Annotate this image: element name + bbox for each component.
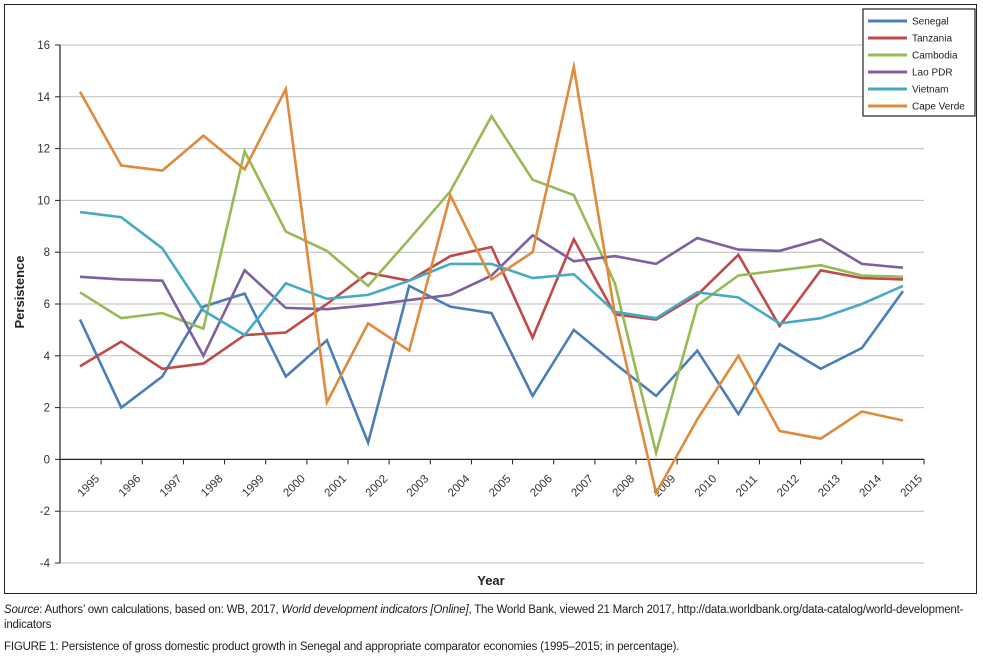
x-tick-label: 2006 bbox=[528, 473, 555, 500]
figure-text: Persistence of gross domestic product gr… bbox=[58, 641, 680, 653]
x-tick-labels: 1995 1996 1997 1998 1999 2000 2001 2002 2003 2004… bbox=[76, 473, 926, 500]
x-tick-label: 2000 bbox=[281, 473, 308, 500]
x-tick-label: 2002 bbox=[364, 473, 391, 500]
x-tick-label: 2004 bbox=[446, 473, 473, 500]
figure-caption: FIGURE 1: Persistence of gross domestic … bbox=[4, 640, 979, 655]
y-tick-label: 16 bbox=[37, 40, 50, 52]
x-tick-label: 1997 bbox=[158, 473, 185, 500]
figure-label: FIGURE 1: bbox=[4, 641, 59, 653]
x-tick-label: 2005 bbox=[487, 473, 514, 500]
x-tick-label: 2014 bbox=[857, 473, 884, 500]
x-tick-label: 1995 bbox=[76, 473, 103, 500]
y-axis-title: Persistence bbox=[12, 256, 27, 329]
source-text-rest: , The World Bank, viewed 21 March 2017, … bbox=[4, 604, 964, 631]
line-chart: -4 -2 0 2 4 6 8 10 12 14 16 1995 1996 1997 1998 1999 20… bbox=[12, 8, 976, 588]
y-tick-label: 0 bbox=[44, 454, 50, 466]
legend-label-senegal: Senegal bbox=[912, 17, 949, 28]
legend-label-cambodia: Cambodia bbox=[912, 51, 958, 62]
source-label: Source bbox=[4, 604, 40, 616]
x-tick-label: 2013 bbox=[816, 473, 843, 500]
series-line-cambodia bbox=[79, 113, 904, 459]
figure-caption-block: Source: Authors’ own calculations, based… bbox=[4, 603, 979, 655]
y-tick-label: 8 bbox=[44, 247, 50, 259]
x-tick-label: 1998 bbox=[199, 473, 226, 500]
x-tick-label: 2001 bbox=[323, 473, 350, 500]
series-line-cape-verde bbox=[78, 60, 904, 497]
x-axis-title: Year bbox=[477, 573, 504, 588]
series-line-tanzania bbox=[79, 236, 904, 371]
axes bbox=[55, 44, 925, 564]
x-tick-label: 2010 bbox=[693, 473, 720, 500]
x-tick-label: 2015 bbox=[899, 473, 926, 500]
y-tick-label: -4 bbox=[40, 558, 51, 570]
x-tick-label: 2003 bbox=[405, 473, 432, 500]
legend-label-tanzania: Tanzania bbox=[912, 34, 952, 45]
y-tick-label: 6 bbox=[44, 299, 50, 311]
legend-label-cape-verde: Cape Verde bbox=[912, 102, 965, 113]
legend-label-lao-pdr: Lao PDR bbox=[912, 68, 953, 79]
legend-label-vietnam: Vietnam bbox=[912, 85, 949, 96]
y-tick-label: 12 bbox=[37, 144, 50, 156]
x-tick-label: 1996 bbox=[117, 473, 144, 500]
y-tick-label: 4 bbox=[44, 351, 51, 363]
x-tick-label: 2007 bbox=[569, 473, 596, 500]
x-tick-label: 2008 bbox=[611, 473, 638, 500]
y-tick-label: 10 bbox=[37, 195, 50, 207]
source-text: : Authors’ own calculations, based on: W… bbox=[39, 604, 282, 616]
x-tick-label: 1999 bbox=[240, 473, 267, 500]
series-line-senegal bbox=[78, 284, 905, 447]
series-lines bbox=[78, 60, 905, 497]
series-line-vietnam bbox=[79, 210, 904, 337]
y-tick-label: 2 bbox=[44, 403, 50, 415]
source-note: Source: Authors’ own calculations, based… bbox=[4, 603, 979, 633]
y-tick-label: 14 bbox=[37, 92, 50, 104]
series-line-lao-pdr bbox=[79, 233, 904, 359]
source-title: World development indicators [Online] bbox=[281, 604, 469, 616]
y-tick-labels: -4 -2 0 2 4 6 8 10 12 14 16 bbox=[37, 40, 50, 570]
chart-frame bbox=[4, 4, 977, 594]
legend: Senegal Tanzania Cambodia Lao PDR Vietnam Cap… bbox=[862, 8, 976, 117]
x-tick-label: 2012 bbox=[775, 473, 802, 500]
x-tick-label: 2011 bbox=[734, 474, 760, 500]
legend-box bbox=[862, 8, 976, 117]
y-tick-label: -2 bbox=[40, 506, 50, 518]
